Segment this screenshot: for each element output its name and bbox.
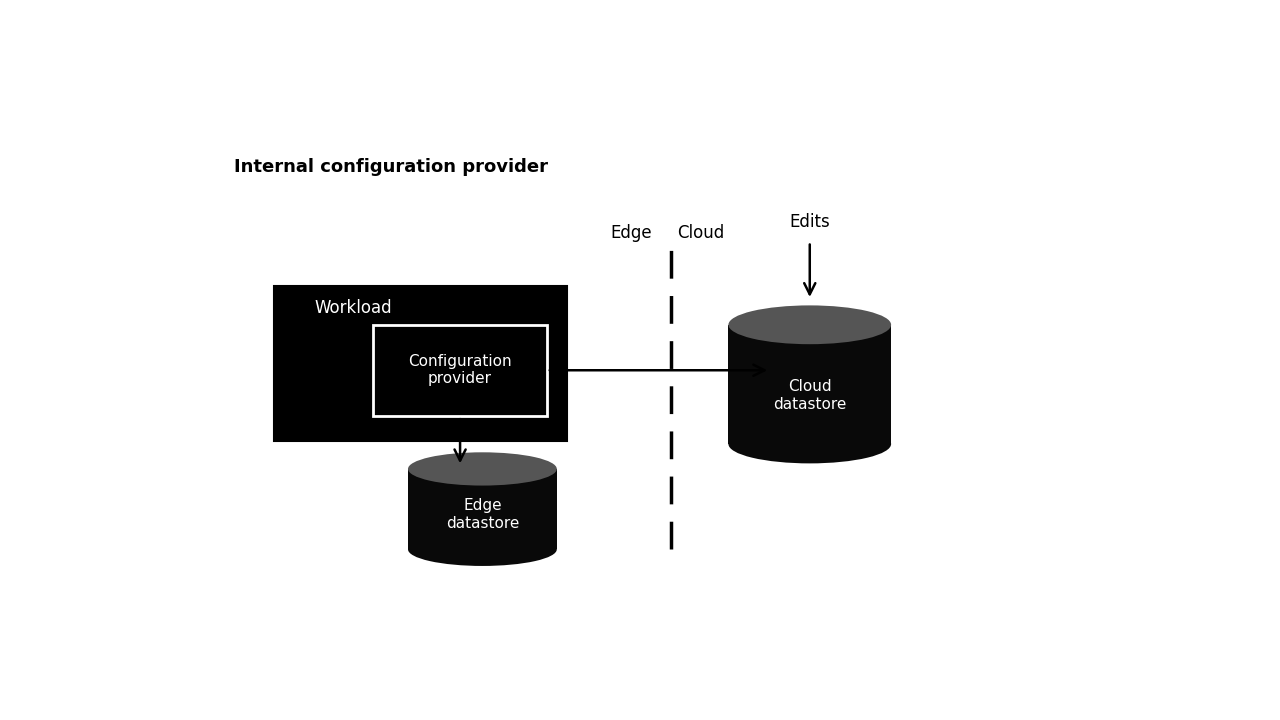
Text: Cloud: Cloud	[677, 225, 724, 243]
Text: Configuration
provider: Configuration provider	[408, 354, 512, 387]
Text: Edits: Edits	[790, 213, 831, 231]
Text: Workload: Workload	[315, 300, 392, 317]
Text: Internal configuration provider: Internal configuration provider	[234, 158, 548, 176]
Bar	[728, 325, 891, 444]
Text: Edge
datastore: Edge datastore	[445, 498, 520, 531]
Ellipse shape	[408, 533, 557, 566]
Bar	[274, 286, 567, 441]
Bar	[374, 325, 547, 416]
Text: Cloud
datastore: Cloud datastore	[773, 379, 846, 412]
Bar	[408, 469, 557, 549]
Ellipse shape	[728, 425, 891, 464]
Text: Edge: Edge	[611, 225, 652, 243]
Ellipse shape	[728, 305, 891, 344]
Ellipse shape	[408, 452, 557, 485]
